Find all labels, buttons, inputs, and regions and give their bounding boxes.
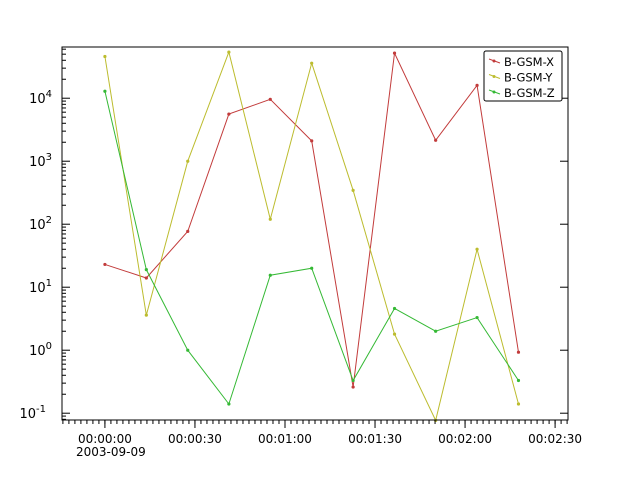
legend-box — [483, 50, 563, 102]
x-tick-label: 00:02:30 — [528, 432, 582, 446]
y-tick-label: 102 — [29, 215, 52, 233]
data-point-b-gsm-y — [392, 332, 397, 336]
data-point-b-gsm-z — [103, 89, 107, 93]
data-point-b-gsm-x — [186, 229, 190, 233]
data-point-b-gsm-x — [516, 350, 521, 354]
series-line-b-gsm-x — [104, 51, 519, 388]
legend-marker — [492, 90, 496, 94]
data-point-b-gsm-z — [227, 402, 231, 406]
legend-label: B-GSM-Z — [504, 86, 555, 100]
data-point-b-gsm-x — [351, 385, 355, 389]
data-point-b-gsm-z — [186, 348, 190, 352]
data-point-b-gsm-y — [186, 159, 190, 163]
x-tick-label: 00:01:30 — [348, 432, 402, 446]
x-tick-label: 00:00:30 — [168, 432, 222, 446]
data-point-b-gsm-x — [144, 276, 148, 280]
data-point-b-gsm-y — [310, 61, 314, 65]
axes: 00:00:00 00:00:30 00:01:00 00:01:30 00:02:00… — [19, 48, 582, 446]
y-tick-label: 104 — [29, 89, 52, 107]
data-point-b-gsm-y — [516, 402, 521, 406]
data-point-b-gsm-z — [310, 266, 314, 270]
x-tick-label: 00:00:00 — [78, 432, 132, 446]
data-point-b-gsm-z — [268, 273, 272, 277]
x-tick-label: 00:02:00 — [438, 432, 492, 446]
legend-label: B-GSM-X — [504, 55, 554, 69]
data-point-b-gsm-x — [103, 262, 107, 267]
data-point-b-gsm-x — [434, 138, 438, 142]
data-point-b-gsm-y — [227, 50, 231, 54]
data-point-b-gsm-y — [144, 313, 148, 317]
legend-marker — [492, 75, 496, 78]
data-point-b-gsm-z — [144, 268, 148, 272]
x-tick-label: 00:01:00 — [258, 432, 312, 446]
data-point-b-gsm-z — [516, 378, 521, 383]
y-tick-label: 100 — [29, 341, 52, 359]
legend-marker — [492, 59, 496, 63]
legend-label: B-GSM-Y — [504, 71, 553, 85]
data-point-b-gsm-y — [268, 217, 272, 221]
data-point-b-gsm-x — [310, 139, 314, 143]
series-line-b-gsm-z — [104, 91, 519, 406]
x-date-label: 2003-09-09 — [76, 445, 146, 459]
data-point-b-gsm-y — [475, 247, 479, 251]
data-point-b-gsm-z — [475, 315, 479, 320]
data-point-b-gsm-x — [227, 112, 231, 116]
data-point-b-gsm-x — [475, 83, 479, 87]
y-tick-label: 103 — [29, 152, 52, 170]
data-point-b-gsm-y — [351, 188, 355, 192]
data-point-b-gsm-x — [392, 51, 397, 55]
data-point-b-gsm-z — [392, 306, 397, 311]
data-point-b-gsm-y — [103, 54, 107, 59]
data-point-b-gsm-z — [351, 378, 355, 383]
y-tick-label: 10-1 — [19, 404, 46, 422]
legend: B-GSM-X B-GSM-YB-GSM-Z — [483, 50, 563, 102]
series-line-b-gsm-y — [104, 50, 519, 422]
plot-marks — [103, 50, 521, 422]
data-point-b-gsm-z — [434, 329, 438, 333]
data-point-b-gsm-x — [268, 97, 272, 101]
y-tick-label: 101 — [29, 278, 52, 296]
